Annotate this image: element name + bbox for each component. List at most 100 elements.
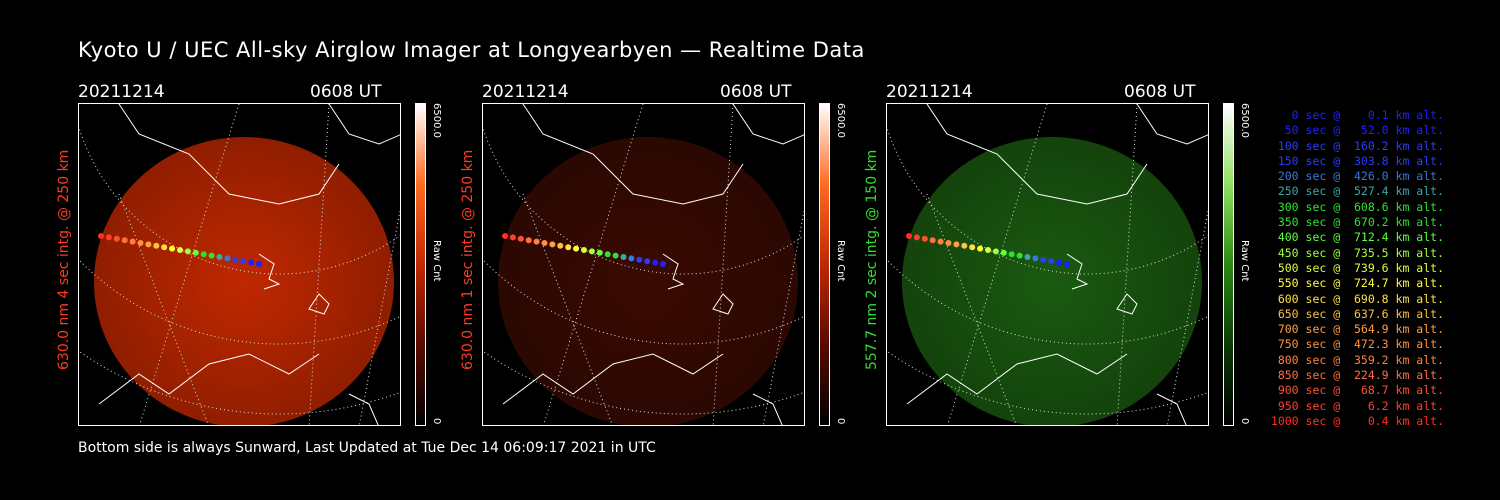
trajectory-point	[216, 254, 223, 260]
longitude-gridline	[118, 193, 209, 425]
trajectory-point	[929, 237, 936, 244]
panel2-allsky-image	[482, 103, 805, 426]
coastline	[1116, 293, 1138, 315]
coastline	[926, 104, 1148, 205]
legend-entry: 150 sec @ 303.8 km alt.	[1270, 153, 1444, 168]
panel1-allsky-image	[78, 103, 401, 426]
trajectory-point	[1000, 249, 1007, 256]
trajectory-point	[517, 235, 524, 242]
coastline	[328, 104, 400, 145]
trajectory-point	[541, 240, 548, 246]
trajectory-point	[581, 247, 587, 253]
trajectory-point	[121, 237, 128, 244]
coastline	[502, 353, 724, 405]
panel1-time: 0608 UT	[310, 82, 382, 102]
legend-entry: 200 sec @ 426.0 km alt.	[1270, 169, 1444, 184]
trajectory-point	[98, 233, 104, 239]
trajectory-point	[192, 249, 199, 256]
legend-entry: 700 sec @ 564.9 km alt.	[1270, 322, 1444, 337]
trajectory-point	[509, 234, 516, 241]
longitude-gridline	[139, 104, 240, 425]
panel3-allsky-image	[886, 103, 1209, 426]
trajectory-point	[644, 258, 651, 265]
trajectory-point	[969, 244, 976, 251]
panel1-side-label: 630.0 nm 4 sec intg. @ 250 km	[56, 149, 72, 370]
legend-entry: 0 sec @ 0.1 km alt.	[1270, 108, 1444, 122]
trajectory-point	[200, 251, 207, 258]
panel1-cbar-max: 6500.0	[431, 103, 442, 138]
coastline	[1156, 393, 1187, 425]
panel2-time: 0608 UT	[720, 82, 792, 102]
trajectory-point	[953, 241, 960, 248]
longitude-gridline	[947, 104, 1048, 425]
trajectory-point	[549, 241, 556, 248]
trajectory-point	[596, 249, 603, 256]
legend-entry: 450 sec @ 735.5 km alt.	[1270, 245, 1444, 260]
panel2-cbar-unit: Raw Cnt	[835, 240, 846, 282]
trajectory-point	[224, 255, 231, 262]
trajectory-point	[660, 261, 666, 267]
trajectory-point	[1016, 252, 1023, 259]
coastline	[662, 253, 685, 290]
trajectory-point	[913, 234, 920, 241]
footer-note: Bottom side is always Sunward, Last Upda…	[78, 440, 656, 456]
trajectory-point	[977, 245, 984, 252]
panel3-date: 20211214	[886, 82, 973, 102]
coastline	[258, 253, 281, 290]
panel2-colorbar	[819, 103, 830, 426]
longitude-gridline	[926, 193, 1017, 425]
panel1-cbar-unit: Raw Cnt	[431, 240, 442, 282]
trajectory-point	[588, 248, 595, 255]
legend-entry: 550 sec @ 724.7 km alt.	[1270, 276, 1444, 291]
panel3-side-label: 557.7 nm 2 sec intg. @ 150 km	[864, 149, 880, 370]
trajectory-point	[1048, 258, 1055, 265]
trajectory-point	[248, 259, 255, 266]
legend-entry: 650 sec @ 637.6 km alt.	[1270, 306, 1444, 321]
panel1-date: 20211214	[78, 82, 165, 102]
legend-entry: 1000 sec @ 0.4 km alt.	[1270, 413, 1444, 428]
coastline	[522, 104, 744, 205]
allsky-glow	[498, 137, 798, 425]
panel2-date: 20211214	[482, 82, 569, 102]
trajectory-point	[1032, 255, 1039, 262]
trajectory-point	[525, 237, 532, 244]
trajectory-point	[208, 252, 215, 259]
legend-entry: 500 sec @ 739.6 km alt.	[1270, 260, 1444, 275]
coastline	[752, 393, 783, 425]
trajectory-point	[232, 256, 239, 263]
panel3-time: 0608 UT	[1124, 82, 1196, 102]
coastline	[118, 104, 340, 205]
trajectory-point	[573, 245, 580, 252]
trajectory-point	[533, 238, 540, 245]
trajectory-point	[502, 233, 508, 239]
panel3-cbar-max: 6500.0	[1239, 103, 1250, 138]
trajectory-point	[113, 235, 120, 242]
trajectory-point	[906, 233, 912, 239]
trajectory-point	[604, 251, 611, 258]
longitude-gridline	[522, 193, 613, 425]
panel1-cbar-min: 0	[431, 418, 442, 425]
trajectory-point	[256, 261, 262, 267]
panel2-side-label: 630.0 nm 1 sec intg. @ 250 km	[460, 149, 476, 370]
legend-entry: 100 sec @ 160.2 km alt.	[1270, 138, 1444, 153]
legend-entry: 300 sec @ 608.6 km alt.	[1270, 199, 1444, 214]
coastline	[732, 104, 804, 145]
trajectory-point	[161, 244, 168, 251]
allsky-glow	[94, 137, 394, 425]
trajectory-point	[652, 259, 659, 266]
panel3-cbar-min: 0	[1239, 418, 1250, 425]
legend-entry: 400 sec @ 712.4 km alt.	[1270, 230, 1444, 245]
trajectory-point	[105, 234, 112, 241]
trajectory-point	[240, 258, 247, 265]
panel2-map	[483, 104, 804, 425]
coastline	[308, 293, 330, 315]
coastline	[348, 393, 379, 425]
trajectory-point	[557, 242, 564, 249]
legend-entry: 850 sec @ 224.9 km alt.	[1270, 368, 1444, 383]
trajectory-point	[961, 242, 968, 249]
coastline	[1066, 253, 1089, 290]
trajectory-point	[1056, 259, 1063, 266]
trajectory-point	[992, 248, 999, 255]
panel1-map	[79, 104, 400, 425]
trajectory-point	[129, 238, 136, 245]
